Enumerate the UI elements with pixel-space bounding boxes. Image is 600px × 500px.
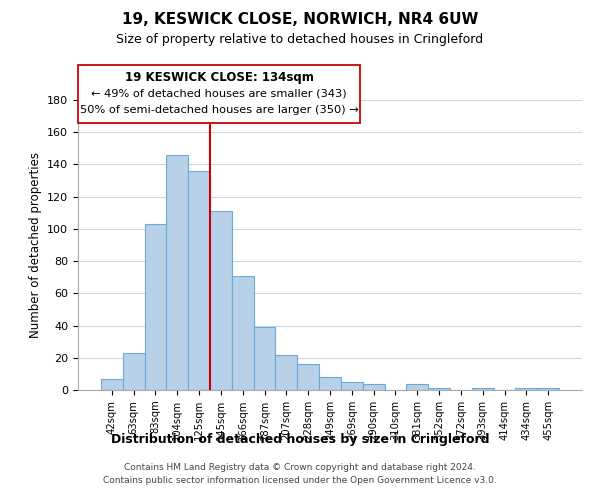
Bar [210,211,232,390]
Text: Size of property relative to detached houses in Cringleford: Size of property relative to detached ho… [116,32,484,46]
Bar [363,384,385,390]
Bar [406,384,428,390]
Bar [254,327,275,390]
Bar [341,382,363,390]
Bar [537,388,559,390]
Bar [145,224,166,390]
Bar [319,377,341,390]
Bar [472,388,494,390]
Text: 50% of semi-detached houses are larger (350) →: 50% of semi-detached houses are larger (… [80,105,358,115]
Bar [275,354,297,390]
Text: Contains public sector information licensed under the Open Government Licence v3: Contains public sector information licen… [103,476,497,485]
Bar [428,388,450,390]
Bar [297,364,319,390]
Bar [101,378,123,390]
Bar [515,388,537,390]
Bar [232,276,254,390]
Text: ← 49% of detached houses are smaller (343): ← 49% of detached houses are smaller (34… [91,89,347,99]
Text: Contains HM Land Registry data © Crown copyright and database right 2024.: Contains HM Land Registry data © Crown c… [124,464,476,472]
Text: 19, KESWICK CLOSE, NORWICH, NR4 6UW: 19, KESWICK CLOSE, NORWICH, NR4 6UW [122,12,478,28]
Bar [166,155,188,390]
Text: Distribution of detached houses by size in Cringleford: Distribution of detached houses by size … [111,432,489,446]
Bar [188,171,210,390]
Y-axis label: Number of detached properties: Number of detached properties [29,152,41,338]
Bar [123,353,145,390]
Text: 19 KESWICK CLOSE: 134sqm: 19 KESWICK CLOSE: 134sqm [125,71,313,84]
